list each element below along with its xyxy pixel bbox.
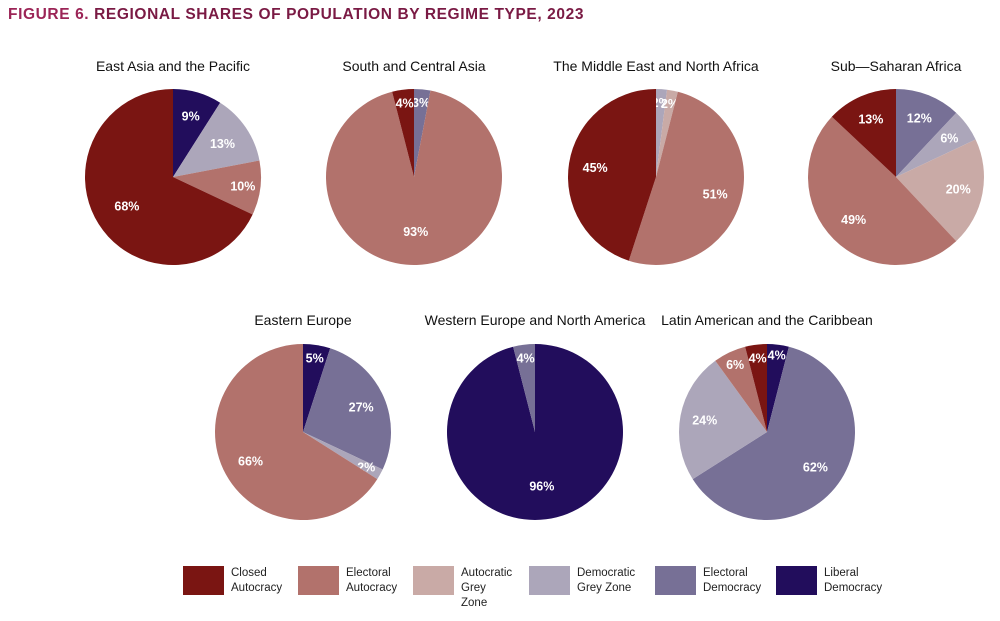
pie-slice-liberal-democracy — [447, 344, 624, 521]
slice-label: 12% — [907, 112, 932, 126]
slice-label: 49% — [841, 213, 866, 227]
legend-swatch — [183, 566, 224, 595]
pie-slice-closed-autocracy — [392, 89, 414, 177]
slice-label: 13% — [858, 112, 883, 126]
chart-title: Eastern Europe — [254, 312, 351, 328]
slice-label: 20% — [946, 182, 971, 196]
slice-label: 3% — [412, 96, 430, 110]
legend-label: Electoral Autocracy — [346, 567, 398, 594]
legend: Closed Autocracy Electoral Autocracy Autoc… — [0, 566, 1000, 609]
chart-title: Sub—Saharan Africa — [831, 58, 962, 74]
slice-label: 93% — [403, 225, 428, 239]
chart-title: Latin American and the Caribbean — [661, 312, 873, 328]
legend-label: Closed Autocracy — [231, 567, 283, 594]
legend-swatch — [655, 566, 696, 595]
pie-slice-electoral-autocracy — [628, 91, 745, 266]
pie-slice-democratic-grey-zone — [896, 112, 976, 177]
figure-number: FIGURE 6. — [8, 6, 90, 23]
pie-slice-electoral-autocracy — [326, 90, 503, 266]
pie-slice-electoral-autocracy — [215, 344, 378, 520]
legend-swatch — [529, 566, 570, 595]
slice-label: 9% — [182, 110, 200, 124]
slice-label: 62% — [803, 461, 828, 475]
slice-label: 24% — [692, 414, 717, 428]
pie-slice-liberal-democracy — [767, 344, 789, 432]
pie-slice-electoral-democracy — [303, 348, 391, 470]
slice-label: 96% — [529, 480, 554, 494]
pie-slice-electoral-democracy — [896, 89, 957, 177]
pie-slice-liberal-democracy — [173, 89, 221, 177]
slice-label: 13% — [210, 137, 235, 151]
figure-title: FIGURE 6. REGIONAL SHARES OF POPULATION … — [8, 6, 584, 24]
pie-slice-closed-autocracy — [831, 89, 896, 177]
slice-label: 51% — [703, 188, 728, 202]
slice-label: 4% — [768, 349, 786, 363]
slice-label: 4% — [517, 351, 535, 365]
pie-slice-electoral-democracy — [513, 344, 535, 432]
chart-title: East Asia and the Pacific — [96, 58, 250, 74]
legend-label: Democratic Grey Zone — [577, 567, 636, 594]
legend-swatch — [776, 566, 817, 595]
slice-label: 68% — [114, 200, 139, 214]
chart-title: Western Europe and North America — [425, 312, 646, 328]
figure-title-text: REGIONAL SHARES OF POPULATION BY REGIME … — [94, 6, 585, 23]
pie-charts: East Asia and the Pacific 9% 13% 10% 68% Sout… — [85, 58, 984, 521]
pie-chart-south-and-central-asia: South and Central Asia 3% 93% 4% — [326, 58, 503, 266]
pie-slice-electoral-autocracy — [807, 116, 957, 266]
legend-label: Autocratic Grey Zone — [461, 567, 513, 609]
slice-label: 4% — [396, 96, 414, 110]
pie-slice-autocratic-grey-zone — [656, 89, 678, 177]
pie-slice-electoral-autocracy — [173, 160, 261, 215]
pie-slice-autocratic-grey-zone — [896, 139, 984, 242]
slice-label: 4% — [749, 351, 767, 365]
pie-slice-democratic-grey-zone — [656, 89, 668, 177]
slice-label: 6% — [726, 358, 744, 372]
pie-slice-democratic-grey-zone — [679, 360, 767, 480]
legend-swatch — [298, 566, 339, 595]
pie-slice-electoral-autocracy — [715, 346, 767, 432]
slice-label: 6% — [940, 132, 958, 146]
pie-slice-closed-autocracy — [85, 89, 253, 265]
legend-label: Liberal Democracy — [824, 567, 883, 594]
legend-label: Electoral Democracy — [703, 567, 762, 594]
pie-chart-western-europe-and-north-america: Western Europe and North America 96% 4% — [425, 312, 646, 521]
pie-slice-democratic-grey-zone — [303, 432, 383, 480]
pie-slice-electoral-democracy — [414, 89, 431, 177]
slice-label: 27% — [349, 400, 374, 414]
pie-slice-closed-autocracy — [568, 89, 656, 261]
pie-chart-latin-american-and-the-caribbean: Latin American and the Caribbean 4% 62% 24%… — [661, 312, 873, 520]
pie-chart-the-middle-east-and-north-africa: The Middle East and North Africa2%2%51%4… — [553, 58, 759, 266]
slice-label: 45% — [583, 161, 608, 175]
chart-title: South and Central Asia — [342, 58, 485, 74]
pie-slice-electoral-democracy — [692, 346, 856, 520]
pie-slice-democratic-grey-zone — [173, 102, 260, 177]
legend-swatch — [413, 566, 454, 595]
pie-slice-closed-autocracy — [745, 344, 767, 432]
slice-label: 10% — [230, 179, 255, 193]
chart-title: The Middle East and North Africa — [553, 58, 759, 74]
pie-chart-east-asia-and-the-pacific: East Asia and the Pacific 9% 13% 10% 68% — [85, 58, 261, 265]
pie-slice-liberal-democracy — [303, 344, 331, 432]
slice-label: 5% — [306, 352, 324, 366]
pie-chart-sub-saharan-africa: Sub—Saharan Africa0%12%6%20%49%13% — [807, 58, 984, 266]
slice-label: 66% — [238, 454, 263, 468]
